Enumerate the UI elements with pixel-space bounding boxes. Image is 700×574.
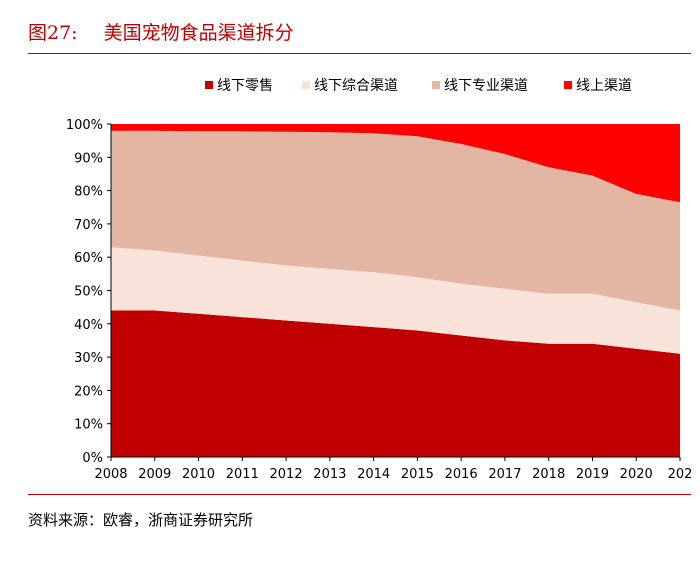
- figure-number: 图27:: [28, 22, 78, 44]
- x-tick-label: 2019: [576, 467, 609, 482]
- area-series-3: [111, 130, 680, 311]
- y-tick-label: 100%: [66, 118, 103, 133]
- legend-swatch-2: [302, 81, 310, 89]
- x-tick-label: 2008: [94, 467, 127, 482]
- legend-swatch-4: [564, 81, 572, 89]
- area-layers: [111, 124, 680, 457]
- y-tick-label: 90%: [74, 151, 103, 166]
- figure-title-text: 美国宠物食品渠道拆分: [103, 22, 294, 44]
- x-tick-label: 2014: [357, 467, 390, 482]
- x-tick-label: 2016: [445, 467, 478, 482]
- x-tick-label: 2013: [313, 467, 346, 482]
- source-rule: [28, 494, 691, 495]
- legend: 线下零售 线下综合渠道 线下专业渠道 线上渠道: [205, 78, 632, 94]
- x-tick-label: 2011: [226, 467, 259, 482]
- axes: 0% 10% 20% 30% 40% 50% 60% 70% 80% 90% 100% 2008 200…: [66, 118, 693, 482]
- x-tick-label: 2018: [532, 467, 565, 482]
- figure-title: 图27: 美国宠物食品渠道拆分: [28, 18, 294, 45]
- area-series-4: [111, 124, 680, 203]
- y-tick-label: 10%: [74, 418, 103, 433]
- legend-label-2: 线下综合渠道: [314, 78, 398, 94]
- x-tick-label: 2020: [620, 467, 653, 482]
- area-series-1: [111, 310, 680, 457]
- x-tick-label: 2012: [270, 467, 303, 482]
- legend-label-1: 线下零售: [217, 78, 273, 94]
- y-tick-label: 60%: [74, 251, 103, 266]
- x-tick-label: 2010: [182, 467, 215, 482]
- stacked-area-chart: 0% 10% 20% 30% 40% 50% 60% 70% 80% 90% 100% 2008 200…: [66, 78, 693, 482]
- area-series-2: [111, 247, 680, 354]
- y-tick-label: 50%: [74, 285, 103, 300]
- x-tick-label: 2009: [138, 467, 171, 482]
- y-tick-label: 70%: [74, 218, 103, 233]
- x-tick-label: 202: [668, 467, 693, 482]
- x-tick-label: 2015: [401, 467, 434, 482]
- legend-swatch-3: [432, 81, 440, 89]
- y-tick-label: 30%: [74, 351, 103, 366]
- legend-label-4: 线上渠道: [576, 78, 632, 94]
- y-tick-label: 20%: [74, 384, 103, 399]
- source-note: 资料来源：欧睿，浙商证券研究所: [28, 511, 254, 529]
- y-tick-label: 0%: [82, 451, 103, 466]
- title-rule: [28, 53, 691, 54]
- y-tick-label: 40%: [74, 318, 103, 333]
- legend-swatch-1: [205, 81, 213, 89]
- x-tick-label: 2017: [488, 467, 521, 482]
- legend-label-3: 线下专业渠道: [444, 78, 528, 94]
- y-tick-label: 80%: [74, 185, 103, 200]
